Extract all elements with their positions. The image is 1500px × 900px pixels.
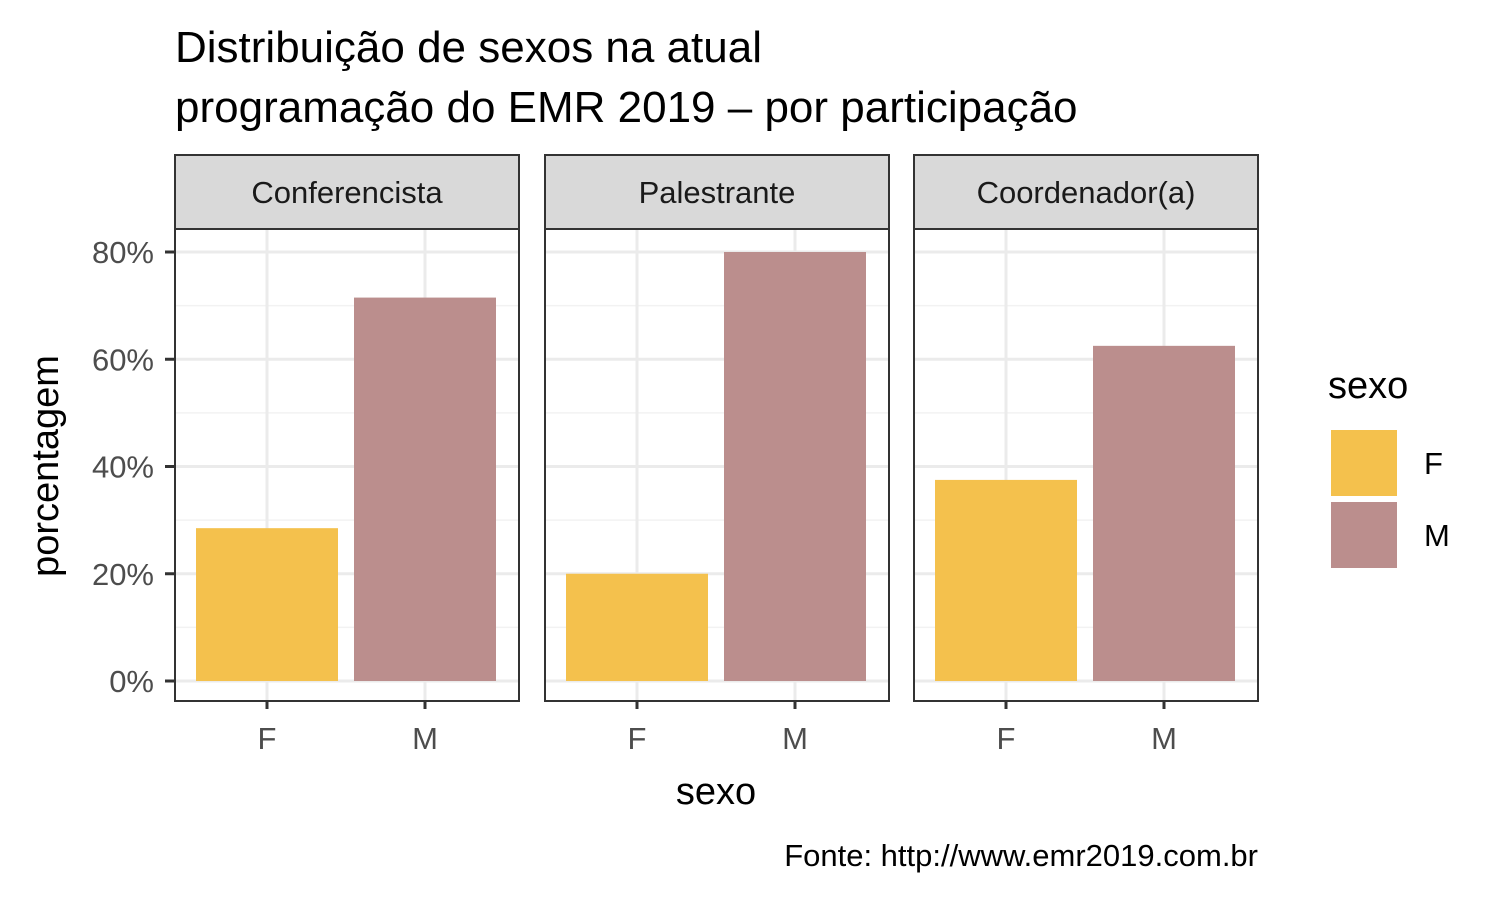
facet-strip-label: Conferencista xyxy=(251,175,443,210)
x-tick-label: F xyxy=(258,721,277,756)
y-tick-label: 60% xyxy=(92,342,154,377)
legend-key-M xyxy=(1331,502,1397,568)
y-tick-label: 0% xyxy=(109,664,154,699)
y-tick-label: 80% xyxy=(92,235,154,270)
facet-strip xyxy=(174,154,520,230)
bar-M xyxy=(724,252,866,681)
chart-title-line-1: Distribuição de sexos na atual xyxy=(175,23,762,72)
legend-key-F xyxy=(1331,430,1397,496)
facet-panel: Conferencista F M xyxy=(174,154,520,756)
facet-strip-label: Palestrante xyxy=(639,175,796,210)
y-tick-label: 20% xyxy=(92,557,154,592)
y-axis: 0% 20% 40% 60% 80% xyxy=(92,235,175,699)
legend-title: sexo xyxy=(1328,365,1408,407)
facet-strip xyxy=(544,154,890,230)
chart-title-line-2: programação do EMR 2019 – por participaç… xyxy=(175,83,1078,132)
bar-F xyxy=(935,479,1077,681)
x-tick-label: M xyxy=(412,721,438,756)
bar-M xyxy=(1093,345,1235,681)
bar-F xyxy=(566,573,708,681)
y-axis-title: porcentagem xyxy=(25,355,67,577)
x-axis-title: sexo xyxy=(676,771,756,813)
facet-panel: Palestrante F M xyxy=(544,154,890,756)
legend-label-M: M xyxy=(1424,518,1450,553)
bar-M xyxy=(354,297,496,681)
chart-caption: Fonte: http://www.emr2019.com.br xyxy=(784,838,1258,873)
bar-F xyxy=(196,528,338,681)
facet-panel: Coordenador(a) F M xyxy=(913,154,1259,756)
x-tick-label: F xyxy=(628,721,647,756)
legend: sexo F M xyxy=(1328,365,1450,568)
x-tick-label: M xyxy=(782,721,808,756)
x-tick-label: M xyxy=(1151,721,1177,756)
x-tick-label: F xyxy=(997,721,1016,756)
legend-label-F: F xyxy=(1424,446,1443,481)
facet-strip xyxy=(913,154,1259,230)
y-tick-label: 40% xyxy=(92,450,154,485)
facet-strip-label: Coordenador(a) xyxy=(977,175,1196,210)
